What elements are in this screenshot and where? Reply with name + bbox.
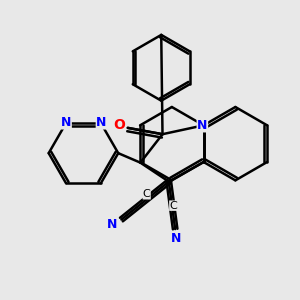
Text: N: N: [197, 119, 208, 132]
Text: N: N: [107, 218, 117, 231]
Text: N: N: [96, 116, 107, 129]
Text: N: N: [171, 232, 181, 245]
Text: N: N: [61, 116, 71, 129]
Text: O: O: [114, 118, 125, 132]
Text: C: C: [143, 189, 151, 199]
Text: C: C: [169, 201, 177, 211]
